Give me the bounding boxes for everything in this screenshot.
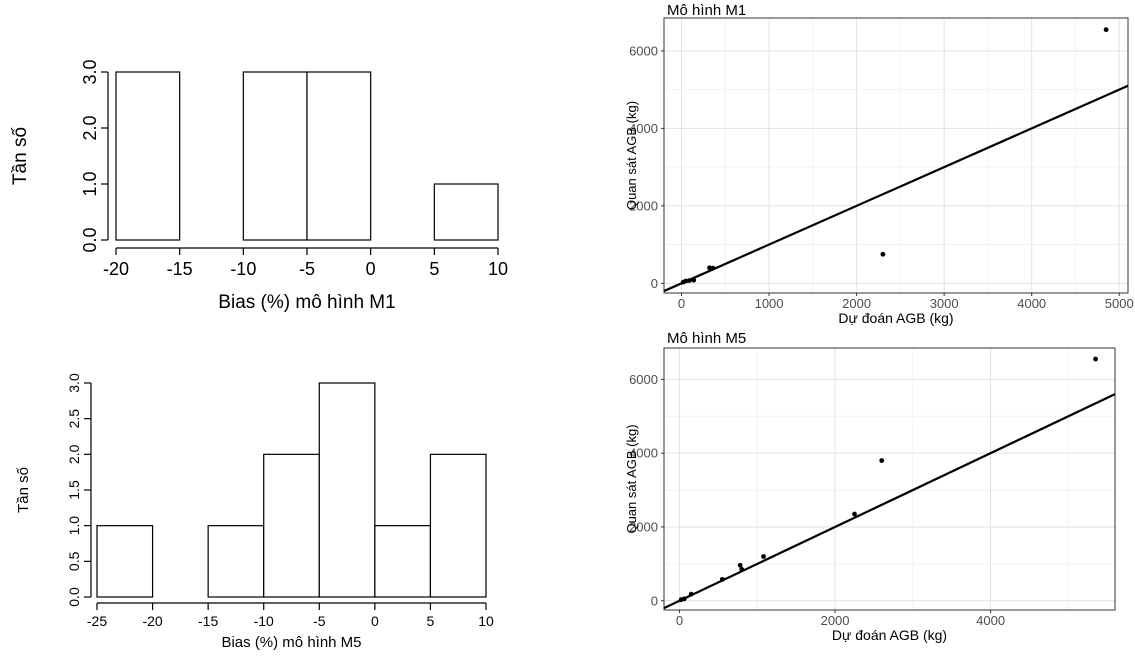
x-axis-title: Bias (%) mô hình M1: [218, 292, 395, 313]
x-tick-label: -10: [230, 259, 256, 279]
x-tick-label: 0: [366, 259, 376, 279]
y-tick-label: 1.0: [80, 171, 100, 196]
data-point: [686, 278, 692, 284]
y-tick-label: 0.5: [66, 551, 82, 571]
y-tick-label: 6000: [629, 372, 658, 387]
x-axis-title: Bias (%) mô hình M5: [221, 634, 361, 651]
x-tick-label: 0: [676, 613, 683, 628]
data-point: [737, 562, 743, 568]
x-tick-label: -20: [103, 259, 129, 279]
x-tick-label: 4000: [976, 613, 1005, 628]
x-tick-label: -20: [142, 613, 162, 629]
y-tick-label: 1.5: [66, 480, 82, 500]
x-axis-title: Dự đoán AGB (kg): [838, 310, 953, 326]
y-axis-title: Quan sát AGB (kg): [624, 424, 639, 533]
y-axis-title: Tần số: [10, 127, 31, 186]
plot-border: [663, 17, 1129, 294]
x-tick-label: 5: [427, 613, 435, 629]
data-point: [852, 511, 857, 517]
histogram-bar: [374, 525, 432, 598]
scatter-m1: 0 1000 2000 3000 4000 5000 0 2000 4000 6000 Mô hìn…: [600, 0, 1135, 331]
histogram-bar: [115, 71, 181, 241]
data-point: [761, 554, 766, 559]
plot-title: Mô hình M5: [667, 330, 746, 347]
reference-line: [663, 393, 1116, 610]
y-tick-label: 1.0: [66, 516, 82, 536]
x-tick-label: -15: [167, 259, 193, 279]
data-point: [1103, 27, 1109, 33]
histogram-bar: [242, 71, 308, 241]
histogram-bias-m5: -25 -20 -15 -10 -5 0 5 10 0.0 0.5 1.0 1.5 2.0 2.5 3.0 B…: [0, 326, 560, 659]
data-point: [681, 596, 687, 602]
x-tick-label: -10: [254, 613, 274, 629]
x-tick-label: -5: [299, 259, 315, 279]
y-tick-label: 4000: [629, 446, 658, 461]
y-tick-label: 3.0: [66, 373, 82, 393]
x-tick-label: 10: [488, 259, 508, 279]
y-tick-label: 0.0: [66, 587, 82, 607]
scatter-m5: 0 2000 4000 0 2000 4000 6000 Mô hình M5 Dự đoán …: [600, 326, 1135, 659]
reference-line: [663, 84, 1129, 293]
data-point: [879, 458, 885, 463]
x-tick-label: 0: [371, 613, 379, 629]
x-tick-label: 5000: [1105, 296, 1134, 311]
data-point: [688, 591, 694, 597]
data-point: [691, 277, 697, 283]
data-point: [719, 576, 725, 582]
histogram-bar: [207, 525, 265, 598]
histogram-bar: [318, 382, 376, 598]
x-tick-label: 0: [678, 296, 685, 311]
plot-border: [663, 347, 1116, 611]
y-tick-label: 2000: [629, 198, 658, 213]
x-tick-label: -25: [87, 613, 107, 629]
x-tick-label: 4000: [1017, 296, 1046, 311]
histogram-bias-m5-svg: -25 -20 -15 -10 -5 0 5 10 0.0 0.5 1.0 1.5 2.0 2.5 3.0 B…: [15, 373, 494, 651]
y-tick-label: 2.0: [66, 444, 82, 464]
x-tick-label: 1000: [755, 296, 784, 311]
y-tick-label: 6000: [629, 43, 658, 58]
histogram-bias-m1-svg: -20 -15 -10 -5 0 5 10 0.0 1.0 2.0 3.0 Bias (%) mô h…: [10, 59, 508, 313]
plot-title: Mô hình M1: [667, 2, 746, 19]
scatter-m5-svg: 0 2000 4000 0 2000 4000 6000 Mô hình M5 Dự đoán …: [624, 330, 1116, 643]
data-point: [710, 265, 716, 271]
x-tick-label: 2000: [821, 613, 850, 628]
x-tick-label: 2000: [842, 296, 871, 311]
y-axis-title: Tần số: [15, 466, 32, 513]
x-tick-label: 10: [478, 613, 494, 629]
y-tick-label: 0.0: [80, 227, 100, 252]
x-tick-label: 5: [429, 259, 439, 279]
data-point: [707, 265, 712, 271]
data-point: [739, 567, 745, 572]
histogram-bar: [96, 525, 154, 598]
data-point: [1093, 356, 1098, 362]
x-tick-label: 3000: [930, 296, 959, 311]
scatter-m1-svg: 0 1000 2000 3000 4000 5000 0 2000 4000 6000 Mô hìn…: [624, 2, 1134, 326]
histogram-bar: [433, 183, 499, 241]
y-tick-label: 0: [651, 276, 658, 291]
x-tick-label: -5: [313, 613, 326, 629]
y-tick-label: 0: [651, 593, 658, 608]
data-point: [683, 278, 689, 284]
histogram-bar: [429, 453, 487, 598]
histogram-bar: [306, 71, 372, 241]
x-tick-label: -15: [198, 613, 218, 629]
y-tick-label: 2.5: [66, 409, 82, 429]
histogram-bar: [263, 453, 320, 598]
y-tick-label: 2.0: [80, 115, 100, 140]
y-tick-label: 3.0: [80, 59, 100, 84]
y-axis-title: Quan sát AGB (kg): [624, 101, 639, 210]
x-axis-title: Dự đoán AGB (kg): [832, 627, 947, 643]
y-tick-label: 4000: [629, 121, 658, 136]
histogram-bias-m1: -20 -15 -10 -5 0 5 10 0.0 1.0 2.0 3.0 Bias (%) mô h…: [0, 0, 560, 331]
data-point: [880, 251, 886, 257]
y-tick-label: 2000: [629, 519, 658, 534]
